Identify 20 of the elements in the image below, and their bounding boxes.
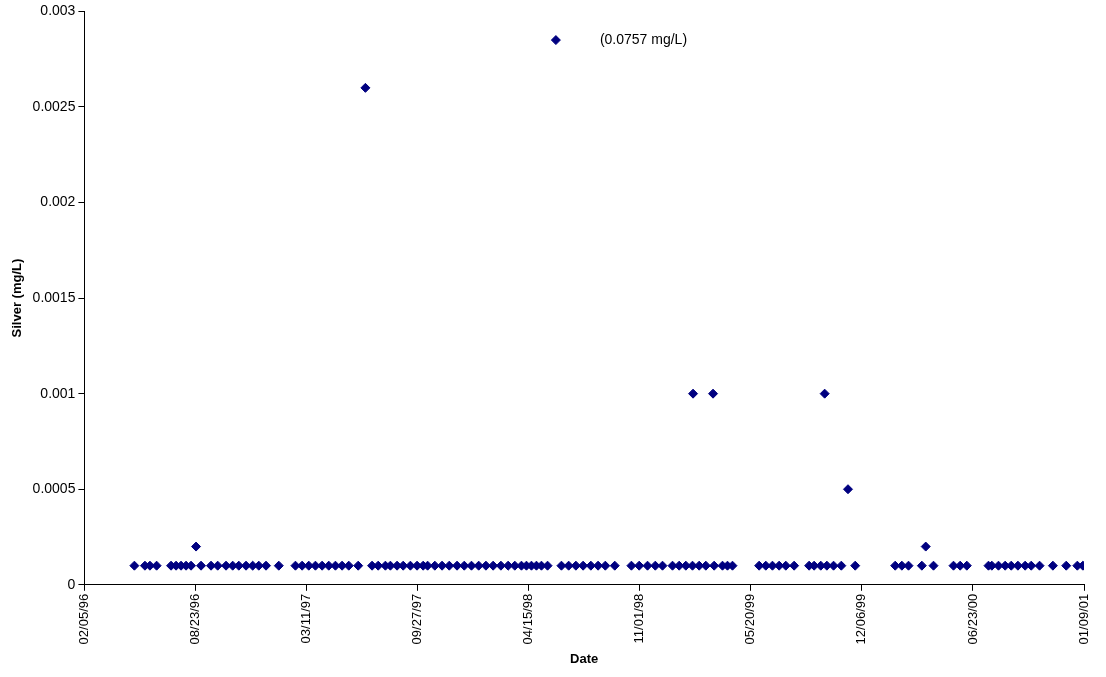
x-axis-title: Date <box>570 650 599 666</box>
x-tick-label: 01/09/01 <box>1075 593 1091 645</box>
x-tick-label: 02/05/96 <box>76 593 91 645</box>
x-tick-label: 06/23/00 <box>964 593 980 645</box>
x-tick-label: 03/11/97 <box>298 593 314 644</box>
x-tick-label: 11/01/98 <box>631 593 647 644</box>
y-tick-label: 0.003 <box>40 2 76 19</box>
x-tick-label: 05/20/99 <box>742 593 758 645</box>
y-axis-title: Silver (mg/L) <box>9 258 25 338</box>
x-tick-label: 04/15/98 <box>520 593 536 645</box>
y-tick-label: 0.0015 <box>32 288 76 305</box>
y-tick-label: 0.001 <box>40 384 76 401</box>
x-tick-label: 12/06/99 <box>853 593 869 645</box>
y-tick-label: 0.0005 <box>32 480 76 497</box>
x-tick-label: 09/27/97 <box>409 593 425 645</box>
x-tick-label: 08/23/96 <box>187 593 203 645</box>
y-tick-label: 0.002 <box>40 193 76 210</box>
annotation: (0.0757 mg/L) <box>599 30 688 47</box>
y-tick-label: 0 <box>67 575 76 592</box>
y-tick-label: 0.0025 <box>32 97 76 114</box>
